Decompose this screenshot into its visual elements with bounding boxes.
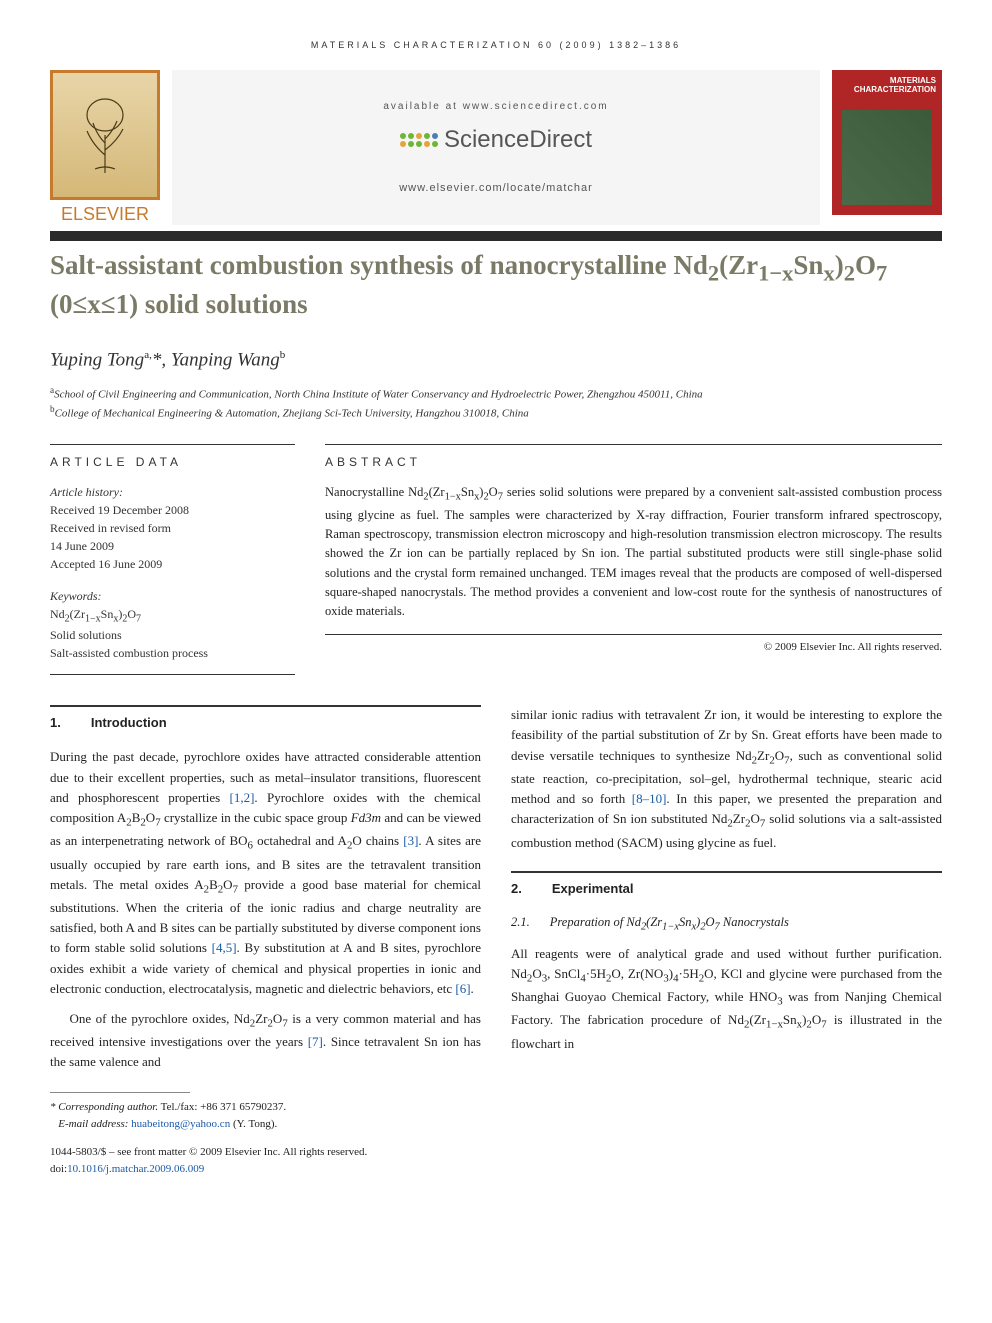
- abstract-heading: ABSTRACT: [325, 444, 942, 469]
- body-text: 1. Introduction During the past decade, …: [50, 705, 942, 1177]
- article-data-heading: ARTICLE DATA: [50, 444, 295, 469]
- email-link[interactable]: huabeitong@yahoo.cn: [131, 1118, 230, 1130]
- article-title: Salt-assistant combustion synthesis of n…: [50, 249, 942, 321]
- elsevier-tree-icon: [50, 70, 160, 200]
- sciencedirect-label: ScienceDirect: [444, 126, 592, 154]
- abstract-text: Nanocrystalline Nd2(Zr1−xSnx)2O7 series …: [325, 483, 942, 635]
- corresponding-author-footnote: * Corresponding author. Tel./fax: +86 37…: [50, 1099, 481, 1132]
- affiliation-a: aSchool of Civil Engineering and Communi…: [50, 384, 942, 403]
- journal-cover-image: [842, 110, 932, 205]
- affiliations: aSchool of Civil Engineering and Communi…: [50, 384, 942, 422]
- section-title: Introduction: [91, 713, 167, 733]
- history-line: Accepted 16 June 2009: [50, 555, 295, 573]
- paragraph: One of the pyrochlore oxides, Nd2Zr2O7 i…: [50, 1009, 481, 1073]
- history-line: Received 19 December 2008: [50, 501, 295, 519]
- history-line: 14 June 2009: [50, 537, 295, 555]
- publisher-logo-label: ELSEVIER: [50, 204, 160, 225]
- article-data-block: ARTICLE DATA Article history: Received 1…: [50, 444, 295, 675]
- subsection-number: 2.1.: [511, 913, 530, 936]
- section-number: 2.: [511, 879, 522, 899]
- doi-link[interactable]: 10.1016/j.matchar.2009.06.009: [67, 1163, 204, 1175]
- paragraph: All reagents were of analytical grade an…: [511, 944, 942, 1054]
- keyword: Solid solutions: [50, 626, 295, 644]
- journal-url: www.elsevier.com/locate/matchar: [399, 182, 593, 194]
- journal-cover-thumbnail: MATERIALS CHARACTERIZATION: [832, 70, 942, 215]
- history-line: Received in revised form: [50, 519, 295, 537]
- sciencedirect-dots-icon: [400, 133, 438, 147]
- keyword: Nd2(Zr1−xSnx)2O7: [50, 605, 295, 626]
- section-title: Experimental: [552, 879, 634, 899]
- keywords-label: Keywords:: [50, 587, 295, 605]
- paragraph: similar ionic radius with tetravalent Zr…: [511, 705, 942, 852]
- subsection-title: Preparation of Nd2(Zr1−xSnx)2O7 Nanocrys…: [550, 913, 789, 936]
- sciencedirect-logo: ScienceDirect: [400, 126, 592, 154]
- footnote-separator: [50, 1092, 190, 1093]
- section-1-heading: 1. Introduction: [50, 705, 481, 733]
- abstract-block: ABSTRACT Nanocrystalline Nd2(Zr1−xSnx)2O…: [325, 444, 942, 675]
- affiliation-b: bCollege of Mechanical Engineering & Aut…: [50, 403, 942, 422]
- article-history-label: Article history:: [50, 483, 295, 501]
- subsection-2-1-heading: 2.1. Preparation of Nd2(Zr1−xSnx)2O7 Nan…: [511, 913, 942, 936]
- section-number: 1.: [50, 713, 61, 733]
- section-2-heading: 2. Experimental: [511, 871, 942, 899]
- running-head: MATERIALS CHARACTERIZATION 60 (2009) 138…: [50, 40, 942, 50]
- abstract-copyright: © 2009 Elsevier Inc. All rights reserved…: [325, 641, 942, 653]
- publisher-logo-block: ELSEVIER: [50, 70, 160, 225]
- header-center: available at www.sciencedirect.com Scien…: [172, 70, 820, 225]
- available-at-text: available at www.sciencedirect.com: [383, 101, 608, 112]
- journal-header: ELSEVIER available at www.sciencedirect.…: [50, 70, 942, 225]
- author-list: Yuping Tonga,*, Yanping Wangb: [50, 349, 942, 371]
- paragraph: During the past decade, pyrochlore oxide…: [50, 747, 481, 998]
- title-separator-bar: [50, 231, 942, 241]
- journal-cover-title: MATERIALS CHARACTERIZATION: [832, 76, 936, 94]
- keyword: Salt-assisted combustion process: [50, 644, 295, 662]
- front-matter-footer: 1044-5803/$ – see front matter © 2009 El…: [50, 1144, 481, 1177]
